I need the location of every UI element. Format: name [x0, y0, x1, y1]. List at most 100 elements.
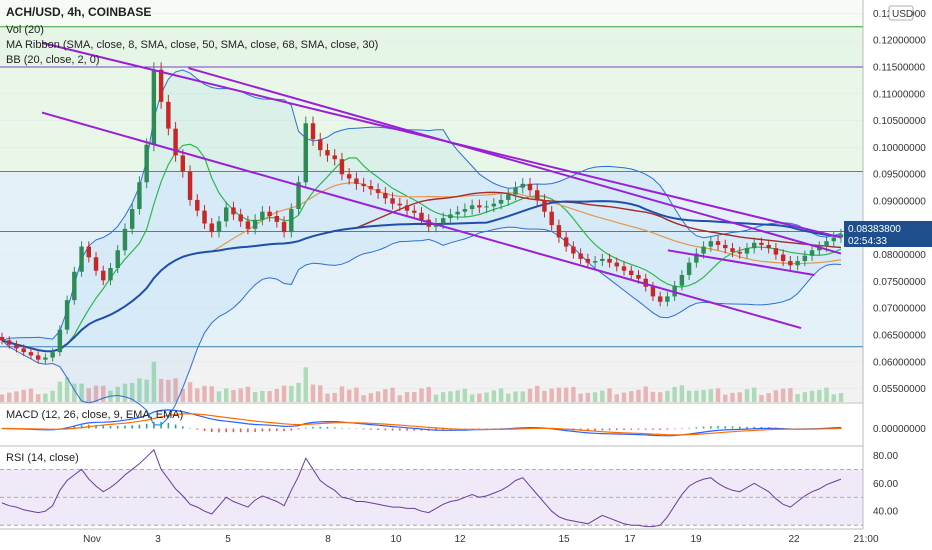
trend-line-2[interactable] [188, 67, 842, 255]
price-tick-label[interactable]: 0.11000000 [873, 89, 926, 100]
time-tick-label[interactable]: 5 [225, 534, 231, 545]
time-tick-label[interactable]: 12 [454, 534, 466, 545]
volume-bar [614, 394, 620, 402]
macd-hist [738, 426, 741, 429]
price-tick-label[interactable]: 0.10000000 [873, 143, 926, 154]
macd-hist [377, 428, 379, 430]
rsi-tick-label[interactable]: 40.00 [873, 507, 898, 518]
candle-body [375, 189, 381, 193]
price-tick-label[interactable]: 0.07500000 [873, 277, 926, 288]
candle-body [491, 203, 497, 207]
volume-bar [795, 394, 800, 402]
legend-rsi[interactable]: RSI (14, close) [6, 452, 79, 464]
candle-body [187, 171, 193, 200]
time-tick-label[interactable]: 21:00 [853, 534, 878, 545]
candle-body [245, 221, 251, 229]
candle-body [759, 242, 764, 245]
macd-hist [702, 426, 705, 429]
macd-hist [695, 427, 698, 429]
macd-hist [254, 428, 256, 432]
volume-bar [93, 385, 99, 402]
trend-line-1[interactable] [41, 111, 802, 329]
rsi-tick-label[interactable]: 80.00 [873, 451, 898, 462]
candle-body [50, 352, 55, 358]
rsi-tick-label[interactable]: 60.00 [873, 479, 898, 490]
candle-body [166, 101, 171, 129]
time-tick-label[interactable]: 8 [325, 534, 331, 545]
price-tick-label[interactable]: 0.09000000 [873, 197, 926, 208]
zone-1 [0, 67, 863, 172]
bb-fill [2, 70, 841, 425]
macd-hist [760, 426, 763, 429]
candle-body [629, 270, 634, 275]
macd-hist [717, 426, 719, 429]
time-axis[interactable]: Nov 3 5 8 10 12 15 17 19 22 21:00 [83, 534, 879, 545]
macd-hist [218, 428, 220, 433]
macd-hist [485, 428, 488, 429]
currency-badge[interactable] [888, 5, 914, 21]
macd-hist [247, 428, 249, 433]
price-tick-label[interactable]: 0.10500000 [873, 116, 926, 127]
trend-line-3[interactable] [667, 249, 815, 276]
legend-macd[interactable]: MACD (12, 26, close, 9, EMA, EMA) [6, 409, 183, 421]
time-tick-label[interactable]: Nov [83, 534, 101, 545]
candle-body [267, 211, 272, 217]
time-tick-label[interactable]: 17 [624, 534, 636, 545]
candle-body [527, 183, 533, 191]
time-tick-label[interactable]: 3 [155, 534, 161, 545]
volume-bar [535, 385, 540, 402]
volume-bar [498, 388, 504, 402]
legend-bb[interactable]: BB (20, close, 2, 0) [6, 54, 100, 66]
volume-bar [245, 386, 251, 402]
macd-hist [348, 428, 350, 429]
price-tick-label[interactable]: 0.11500000 [873, 63, 926, 74]
candle-body [643, 278, 648, 287]
macd-hist [673, 428, 676, 430]
candle-body [137, 182, 142, 210]
volume-bar [643, 386, 648, 402]
candle-body [440, 218, 446, 224]
price-tick-label[interactable]: 0.07000000 [873, 304, 926, 315]
time-tick-label[interactable]: 22 [788, 534, 800, 545]
price-tick-label[interactable]: 0.08000000 [873, 250, 926, 261]
volume-bar [751, 387, 757, 402]
time-tick-label[interactable]: 15 [558, 534, 570, 545]
macd-hist [319, 426, 322, 429]
price-tick-label[interactable]: 0.05500000 [873, 384, 926, 395]
candles[interactable] [0, 62, 844, 364]
volume-bar [137, 378, 142, 402]
time-tick-label[interactable]: 19 [690, 534, 702, 545]
volume-bar [354, 387, 359, 402]
price-tick-label[interactable]: 0.06500000 [873, 331, 926, 342]
candle-body [223, 207, 229, 222]
volume-bar [252, 392, 258, 402]
legend-vol[interactable]: Vol (20) [6, 24, 44, 36]
macd-hist [644, 428, 647, 430]
price-tick-label[interactable]: 0.12000000 [873, 36, 926, 47]
candle-body [180, 155, 186, 172]
volume-bar [115, 386, 120, 402]
candle-body [296, 182, 301, 210]
volume-bar [679, 385, 685, 402]
candle-body [332, 155, 337, 160]
macd-hist [688, 427, 690, 429]
volume-bar [187, 382, 193, 402]
volume-bar [274, 388, 280, 402]
candle-body [368, 185, 374, 190]
legend-ma-ribbon[interactable]: MA Ribbon (SMA, close, 8, SMA, close, 50… [6, 39, 378, 51]
price-tick-label[interactable]: 0.06000000 [873, 357, 926, 368]
time-tick-label[interactable]: 10 [390, 534, 402, 545]
candle-body [578, 253, 583, 259]
candle-body [64, 300, 70, 330]
macd-hist [666, 428, 669, 430]
trend-lines[interactable] [41, 41, 842, 329]
macd-tick-label[interactable]: 0.00000000 [873, 424, 926, 435]
volume-bar [506, 393, 511, 402]
macd-hist [608, 428, 611, 431]
volume-bar [657, 392, 663, 402]
volume-bar [296, 382, 301, 402]
candle-body [383, 192, 388, 199]
volume-bar [817, 389, 822, 402]
price-tick-label[interactable]: 0.09500000 [873, 170, 926, 181]
